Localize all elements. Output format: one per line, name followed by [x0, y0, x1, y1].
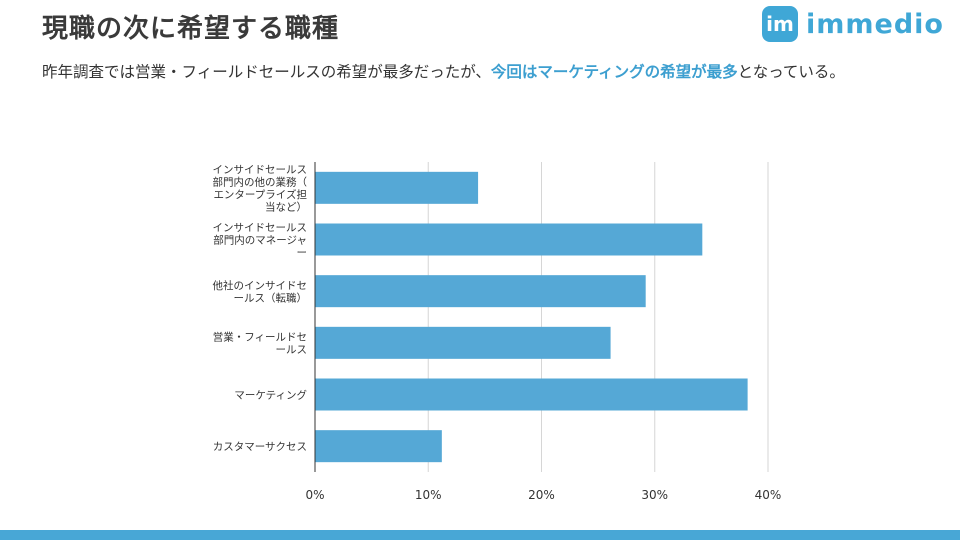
category-label: 部門内のマネージャ: [213, 234, 307, 247]
x-tick-label: 20%: [528, 488, 555, 502]
category-label: インサイドセールス: [213, 164, 308, 176]
category-label: マーケティング: [234, 389, 307, 402]
category-label: 当など）: [265, 201, 307, 214]
bar: [315, 430, 442, 463]
x-tick-label: 30%: [641, 488, 668, 502]
category-label: エンタープライズ担: [213, 188, 307, 201]
category-label: ー: [297, 247, 308, 259]
summary-plain: 昨年調査では営業・フィールドセールスの希望が最多だったが、: [42, 63, 491, 81]
logo-text: immedio: [806, 8, 944, 40]
bar: [315, 275, 646, 308]
category-label: 営業・フィールドセ: [213, 331, 307, 344]
x-tick-label: 10%: [415, 488, 442, 502]
x-tick-label: 0%: [305, 488, 324, 502]
bar: [315, 326, 611, 359]
category-label: 他社のインサイドセ: [213, 279, 308, 292]
footer-bar: [0, 530, 960, 540]
bar: [315, 378, 748, 411]
category-label: インサイドセールス: [213, 222, 308, 234]
category-label: 部門内の他の業務（: [213, 176, 308, 189]
brand-logo: im immedio: [762, 6, 944, 42]
category-label: ールス: [276, 344, 308, 356]
summary-tail: となっている。: [737, 63, 845, 81]
x-tick-label: 40%: [755, 488, 782, 502]
bar: [315, 223, 703, 256]
category-label: カスタマーサクセス: [213, 441, 307, 453]
bar: [315, 171, 479, 204]
summary-text: 昨年調査では営業・フィールドセールスの希望が最多だったが、今回はマーケティングの…: [42, 60, 932, 85]
page-title: 現職の次に希望する職種: [42, 14, 340, 44]
summary-highlight: 今回はマーケティングの希望が最多: [490, 63, 738, 81]
category-label: ールス（転職）: [234, 292, 308, 304]
logo-icon: im: [762, 6, 798, 42]
